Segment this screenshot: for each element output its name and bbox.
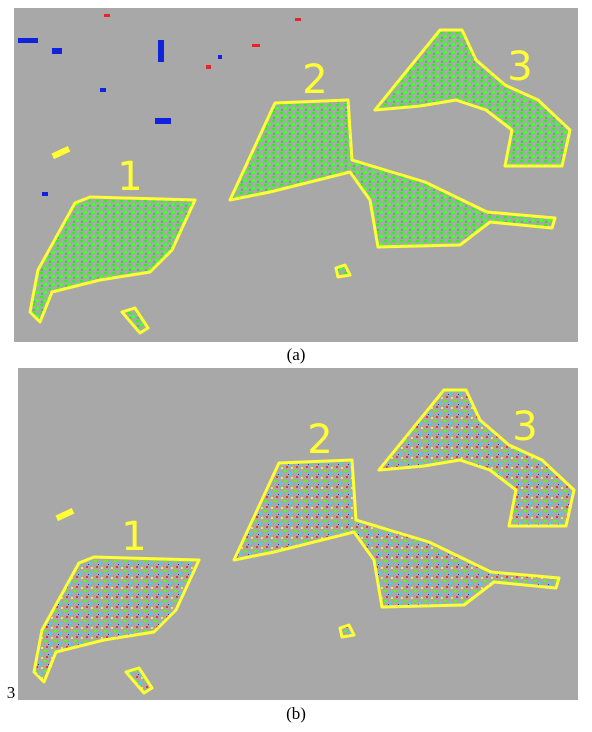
region-label: 3 [512, 404, 537, 450]
region-label: 2 [307, 417, 332, 463]
panel-a: 1 2 3 (a) [14, 8, 578, 364]
region-label: 3 [507, 44, 532, 90]
figure: 1 2 3 (a) 1 2 3 3 (b) [0, 0, 592, 732]
region-label: 1 [121, 514, 146, 560]
caption: (a) [287, 345, 306, 364]
region-label: 1 [117, 154, 142, 200]
region-label: 2 [302, 57, 327, 103]
caption: (b) [286, 704, 306, 723]
panel-b: 1 2 3 3 (b) [7, 368, 578, 723]
side-note: 3 [7, 683, 16, 702]
